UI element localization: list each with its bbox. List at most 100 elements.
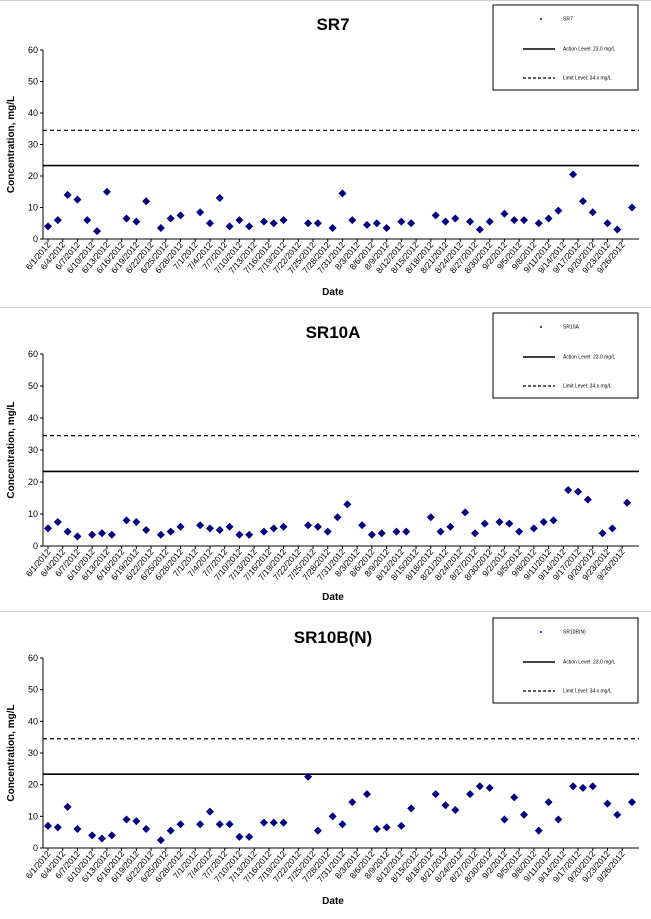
data-point	[225, 222, 234, 231]
y-tick-label: 10	[28, 811, 38, 821]
data-point	[142, 197, 151, 206]
data-point	[245, 222, 254, 231]
data-point	[407, 219, 416, 228]
data-point	[466, 790, 475, 799]
data-point	[500, 815, 509, 824]
data-point	[470, 529, 479, 538]
data-point	[205, 807, 214, 816]
y-tick-label: 20	[28, 171, 38, 181]
data-point	[53, 216, 62, 225]
chart-panel-sr10bn: SR10B(N) 0 10 20 30 40 50 60 Concentration, mg/L…	[0, 611, 651, 918]
data-point	[338, 189, 347, 198]
data-point	[122, 516, 131, 525]
data-point	[225, 820, 234, 829]
data-point	[475, 782, 484, 791]
data-point	[142, 825, 151, 833]
data-point	[441, 217, 450, 226]
data-point	[53, 518, 62, 526]
data-point	[338, 820, 347, 829]
data-point	[259, 818, 268, 827]
data-point	[53, 823, 62, 832]
data-point	[323, 527, 332, 536]
data-point	[313, 826, 322, 835]
data-point	[132, 817, 141, 826]
x-axis-title: Date	[322, 287, 344, 298]
data-point	[304, 772, 313, 781]
data-point	[569, 170, 578, 179]
data-point	[73, 825, 82, 833]
data-point	[313, 522, 322, 531]
data-point	[515, 527, 524, 536]
data-point	[407, 804, 416, 813]
data-point	[544, 798, 553, 807]
data-point	[466, 217, 475, 226]
data-point	[259, 527, 268, 536]
data-point	[441, 801, 450, 810]
y-tick-label: 30	[28, 748, 38, 758]
legend-label-series: SR10B(N)	[563, 630, 586, 636]
y-tick-label: 30	[28, 445, 38, 455]
data-point	[549, 516, 558, 525]
data-point	[392, 527, 401, 536]
data-point	[132, 518, 141, 526]
data-point	[431, 790, 440, 799]
y-tick-label: 50	[28, 685, 38, 695]
data-point	[166, 527, 175, 536]
y-tick-label: 10	[28, 203, 38, 213]
data-point	[166, 826, 175, 835]
data-point	[348, 798, 357, 807]
data-point	[269, 219, 278, 228]
y-tick-label: 40	[28, 413, 38, 423]
data-point	[377, 529, 386, 538]
data-point	[328, 223, 337, 232]
x-axis-title: Date	[322, 896, 344, 907]
data-point	[176, 211, 185, 220]
data-point	[333, 513, 342, 522]
data-point	[102, 187, 111, 196]
legend-marker-series	[539, 630, 543, 634]
data-point	[613, 225, 622, 234]
data-point	[269, 524, 278, 533]
data-point	[107, 530, 116, 539]
data-point	[529, 524, 538, 533]
data-point	[623, 498, 632, 507]
y-tick-label: 60	[28, 653, 38, 663]
y-tick-label: 40	[28, 716, 38, 726]
data-point	[215, 194, 224, 203]
data-point	[358, 521, 367, 530]
data-point	[367, 530, 376, 539]
data-point	[122, 214, 131, 223]
y-tick-label: 20	[28, 780, 38, 790]
data-point	[245, 832, 254, 841]
y-tick-label: 50	[28, 77, 38, 87]
data-point	[142, 526, 151, 534]
data-point	[73, 195, 82, 204]
y-tick-label: 0	[33, 843, 38, 853]
data-point	[598, 529, 607, 538]
legend-box	[492, 4, 639, 91]
data-point	[603, 219, 612, 228]
data-point	[176, 522, 185, 531]
data-point	[485, 217, 494, 226]
data-point	[107, 831, 116, 840]
chart-sr10bn: SR10B(N) 0 10 20 30 40 50 60 Concentration, mg/L…	[6, 617, 639, 907]
data-point	[97, 834, 106, 843]
data-point	[93, 227, 102, 236]
data-point	[63, 802, 72, 811]
data-point	[534, 219, 543, 228]
data-point	[259, 217, 268, 226]
data-point	[215, 526, 224, 534]
data-point	[176, 820, 185, 829]
legend-label-action: Action Level: 23.0 mg/L	[563, 47, 615, 53]
data-point	[196, 208, 205, 217]
data-point	[495, 518, 504, 526]
data-point	[279, 818, 288, 827]
data-point	[205, 219, 214, 228]
sr10a-chart-title: SR10A	[306, 323, 361, 342]
data-point	[485, 783, 494, 792]
data-point	[362, 220, 371, 229]
data-point	[196, 820, 205, 829]
legend-label-limit: Limit Level: 34.x mg/L	[563, 689, 612, 695]
data-point	[88, 831, 97, 840]
